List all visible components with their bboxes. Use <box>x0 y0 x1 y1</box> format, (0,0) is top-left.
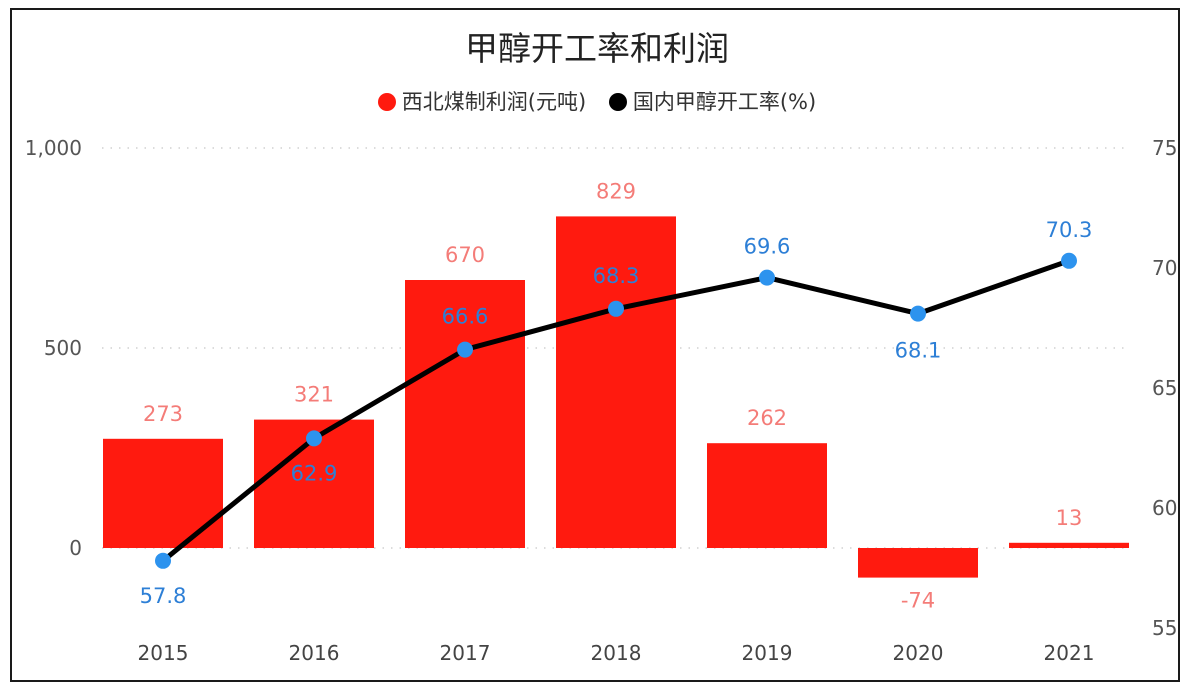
line-point <box>608 300 624 317</box>
y-right-tick-label: 75 <box>1152 136 1177 160</box>
bar <box>556 216 676 548</box>
bar-data-label: 273 <box>143 402 183 426</box>
x-tick-label: 2019 <box>742 641 793 665</box>
chart-title: 甲醇开工率和利润 <box>465 29 729 68</box>
y-left-tick-label: 0 <box>69 536 82 560</box>
line-point <box>1061 252 1077 269</box>
line-point <box>457 341 473 358</box>
bar-data-label: 321 <box>294 383 334 407</box>
line-data-label: 57.8 <box>140 584 187 608</box>
legend-label-profit: 西北煤制利润(元吨) <box>401 90 587 114</box>
legend-label-utilization: 国内甲醇开工率(%) <box>632 90 817 114</box>
bar-data-label: 13 <box>1056 506 1083 530</box>
line-data-label: 70.3 <box>1046 218 1093 242</box>
y-right-tick-label: 70 <box>1152 256 1177 280</box>
line-data-label: 62.9 <box>291 461 338 485</box>
y-right-tick-label: 55 <box>1152 616 1177 640</box>
line-data-label: 68.1 <box>895 339 942 363</box>
x-tick-label: 2018 <box>591 641 642 665</box>
line-data-label: 66.6 <box>442 305 489 329</box>
x-tick-label: 2020 <box>893 641 944 665</box>
line-point <box>306 430 322 447</box>
y-right-tick-label: 65 <box>1152 376 1177 400</box>
line-data-label: 68.3 <box>593 264 640 288</box>
line-point <box>910 305 926 322</box>
x-tick-label: 2021 <box>1044 641 1095 665</box>
legend-item-profit: 西北煤制利润(元吨) <box>377 86 587 116</box>
legend-marker-utilization <box>608 93 627 111</box>
legend-marker-profit <box>377 93 396 111</box>
bar <box>707 443 827 548</box>
bar-data-label: 670 <box>445 243 485 267</box>
bar <box>858 548 978 578</box>
bar <box>103 438 223 548</box>
x-tick-label: 2015 <box>138 641 189 665</box>
x-tick-label: 2017 <box>440 641 491 665</box>
line-point <box>759 269 775 286</box>
x-tick-label: 2016 <box>289 641 340 665</box>
bar-data-label: 829 <box>596 179 636 203</box>
bar <box>1009 542 1129 548</box>
line-point <box>155 552 171 569</box>
y-left-tick-label: 1,000 <box>25 136 82 160</box>
bar-data-label: -74 <box>901 589 935 613</box>
y-left-tick-label: 500 <box>44 336 82 360</box>
y-right-tick-label: 60 <box>1152 496 1177 520</box>
legend-item-utilization: 国内甲醇开工率(%) <box>608 86 817 116</box>
bar <box>405 280 525 548</box>
bar-data-label: 262 <box>747 406 787 430</box>
chart-legend: 西北煤制利润(元吨) 国内甲醇开工率(%) <box>0 86 1194 116</box>
line-data-label: 69.6 <box>744 235 791 259</box>
